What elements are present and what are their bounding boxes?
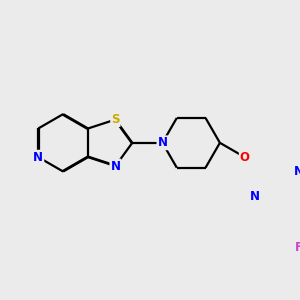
Text: F: F: [294, 241, 300, 254]
Text: N: N: [33, 151, 43, 164]
Text: S: S: [111, 113, 120, 126]
Text: N: N: [250, 190, 260, 203]
Text: N: N: [293, 165, 300, 178]
Text: N: N: [158, 136, 167, 149]
Text: O: O: [240, 151, 250, 164]
Text: N: N: [110, 160, 120, 172]
